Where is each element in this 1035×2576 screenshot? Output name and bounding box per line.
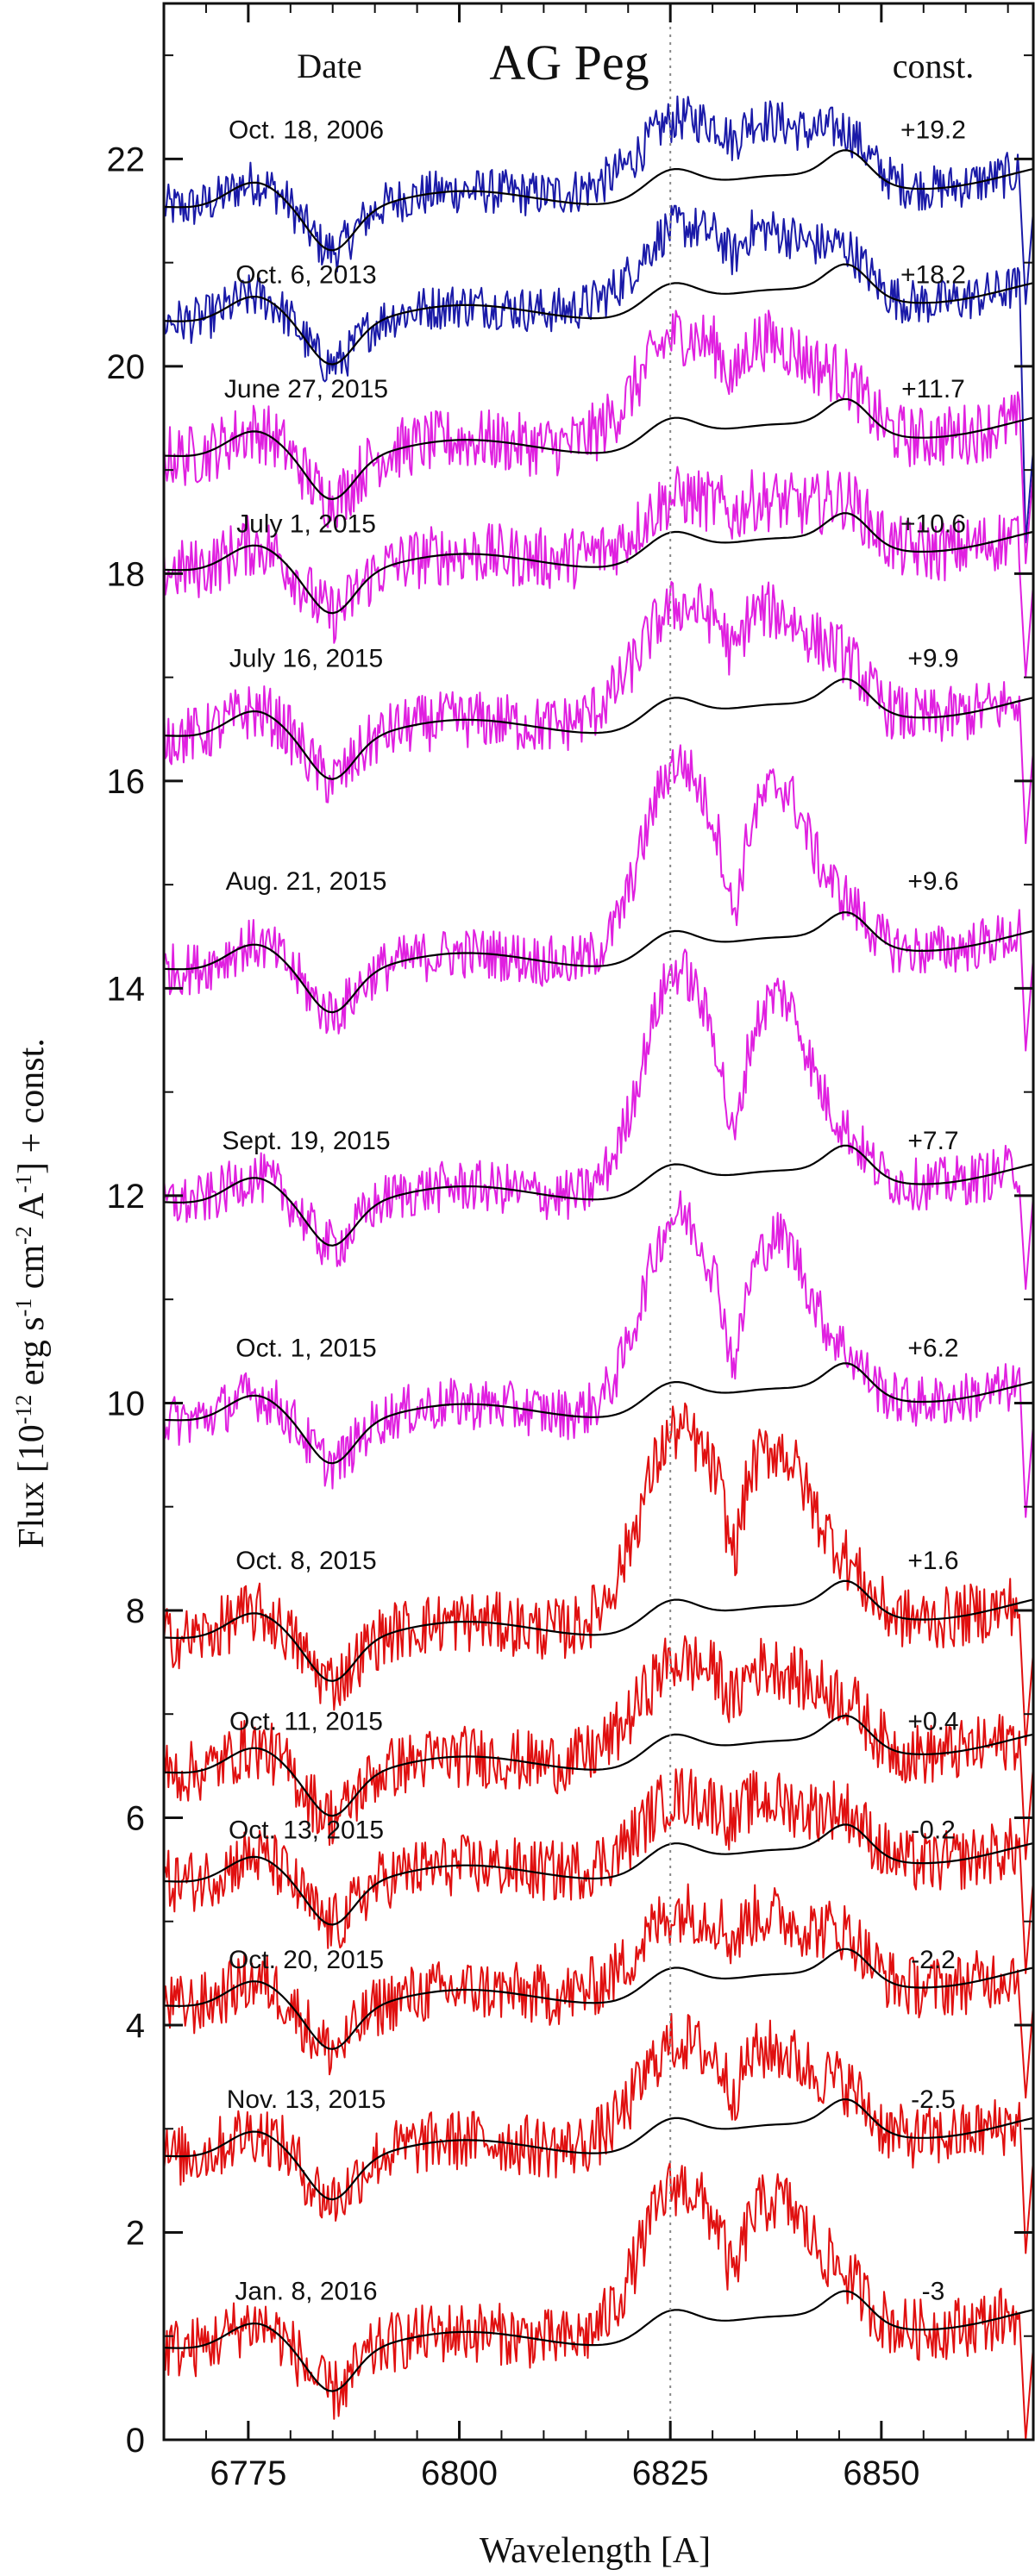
ticks-layer: 0 2 4 6 8 10 12 14 16 18 20 22 6775 6800 6825 6850 [107, 3, 1033, 2492]
model-line [163, 1144, 1034, 1247]
series-const-label: +18.2 [900, 261, 966, 290]
series-date-label: Oct. 6, 2013 [235, 261, 376, 290]
x-tick-label: 6775 [210, 2454, 286, 2492]
y-tick-label: 20 [107, 348, 146, 386]
spectrum-line [163, 1190, 1034, 1518]
model-line [163, 678, 1034, 780]
series-const-label: +6.2 [907, 1334, 958, 1362]
y-tick-label: 0 [126, 2422, 145, 2460]
x-tick-label: 6850 [843, 2454, 919, 2492]
series-date-label: Oct. 1, 2015 [235, 1334, 376, 1362]
series-date-label: Nov. 13, 2015 [227, 2085, 386, 2114]
series-layer [163, 95, 1034, 2441]
x-tick-label: 6825 [632, 2454, 709, 2492]
model-line [163, 149, 1034, 252]
chart-title: AG Peg [489, 34, 649, 91]
spectrum-line [163, 1635, 1034, 1860]
y-tick-label: 12 [107, 1178, 146, 1216]
spectrum-line [163, 1402, 1034, 1747]
model-line [163, 911, 1034, 1014]
spectrum-line [163, 204, 1034, 544]
spectrum-line [163, 1883, 1034, 2099]
y-tick-label: 18 [107, 555, 146, 593]
series-const-label: +0.4 [907, 1707, 958, 1735]
y-tick-label: 6 [126, 1799, 145, 1837]
y-tick-label: 14 [107, 970, 146, 1008]
series-date-label: July 1, 2015 [236, 510, 376, 538]
series-const-label: -3 [922, 2278, 945, 2306]
series-date-label: Oct. 18, 2006 [229, 116, 384, 144]
spectrum-line [163, 2162, 1034, 2441]
series-const-label: +1.6 [907, 1547, 958, 1575]
plot-frame [162, 2, 1035, 2442]
series-const-label: -2.5 [911, 2085, 956, 2114]
model-line [163, 1362, 1034, 1465]
model-line [163, 1948, 1034, 2050]
y-tick-label: 10 [107, 1385, 146, 1422]
series-date-label: Oct. 11, 2015 [229, 1707, 383, 1735]
y-tick-label: 8 [126, 1592, 145, 1630]
series-date-label: Jan. 8, 2016 [235, 2278, 377, 2306]
series-date-label: Sept. 19, 2015 [222, 1127, 390, 1155]
series-date-label: June 27, 2015 [224, 375, 388, 403]
spectrum-line [163, 580, 1034, 845]
model-line [163, 2290, 1034, 2392]
series-const-label: +7.7 [907, 1127, 958, 1155]
model-line [163, 2098, 1034, 2201]
spectrum-line [163, 309, 1034, 565]
header-const: const. [893, 47, 974, 85]
series-date-label: Oct. 13, 2015 [229, 1816, 384, 1845]
series-const-label: +10.6 [900, 510, 966, 538]
model-line [163, 1715, 1034, 1817]
series-const-label: +19.2 [900, 116, 966, 144]
y-tick-label: 22 [107, 141, 146, 178]
series-date-label: Oct. 20, 2015 [229, 1946, 384, 1974]
series-date-label: Oct. 8, 2015 [235, 1547, 376, 1575]
spectrum-line [163, 466, 1034, 678]
series-const-label: +9.6 [907, 867, 958, 896]
y-axis-label: Flux [10-12 erg s-1 cm-2 A-1] + const. [11, 1038, 52, 1548]
series-const-label: -0.2 [911, 1816, 956, 1845]
series-const-label: +9.9 [907, 645, 958, 673]
series-const-label: -2.2 [911, 1946, 956, 1974]
series-labels: Oct. 18, 2006 +19.2 Oct. 6, 2013 +18.2 June … [222, 116, 966, 2305]
y-tick-label: 16 [107, 763, 146, 801]
header-date: Date [297, 47, 362, 85]
model-line [163, 1579, 1034, 1683]
model-line [163, 1823, 1034, 1926]
spectrum-line [163, 744, 1034, 1052]
series-date-label: July 16, 2015 [229, 645, 383, 673]
spectrum-line [163, 1767, 1034, 1974]
model-line [163, 397, 1034, 501]
x-tick-label: 6800 [421, 2454, 498, 2492]
series-const-label: +11.7 [901, 375, 965, 403]
spectrum-line [163, 948, 1034, 1291]
series-date-label: Aug. 21, 2015 [226, 867, 387, 896]
spectrum-line [163, 95, 1034, 305]
model-line [163, 263, 1034, 366]
x-axis-label: Wavelength [A] [480, 2531, 711, 2571]
y-tick-label: 2 [126, 2214, 145, 2252]
model-line [163, 512, 1034, 615]
y-tick-label: 4 [126, 2007, 145, 2045]
spectrum-line [163, 2012, 1034, 2254]
